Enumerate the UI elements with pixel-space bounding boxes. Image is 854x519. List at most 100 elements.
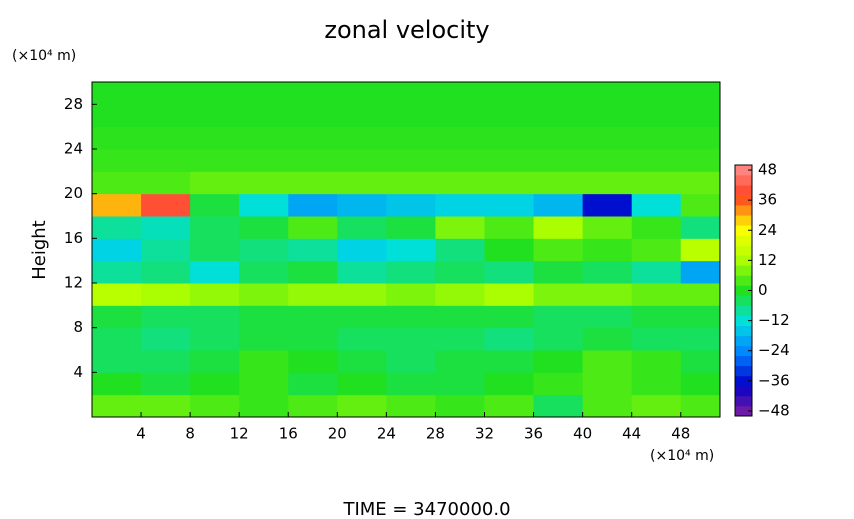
cell (337, 171, 387, 195)
cell (337, 193, 387, 217)
chart-title: zonal velocity (324, 16, 489, 44)
cell (484, 283, 535, 306)
cell (533, 260, 584, 284)
cell (386, 305, 436, 329)
cell (190, 305, 240, 329)
cell (190, 216, 240, 239)
cell (190, 82, 240, 105)
cell (533, 216, 584, 239)
cell (337, 305, 387, 329)
cell (631, 260, 682, 284)
cell (386, 238, 436, 262)
cell (582, 372, 633, 396)
colorbar-segment (735, 365, 752, 377)
cell (288, 260, 338, 284)
cell (582, 394, 633, 418)
cell (435, 305, 485, 329)
cell (337, 104, 387, 128)
plot-frame (91, 81, 721, 418)
colorbar-tick-label: 12 (758, 251, 777, 269)
colorbar-segment (735, 325, 752, 336)
cell (680, 171, 721, 195)
cell (680, 327, 721, 351)
cell (288, 305, 338, 329)
x-unit: (×10⁴ m) (650, 448, 714, 464)
cell (288, 372, 338, 396)
y-tick-label: 12 (64, 274, 83, 292)
cell (582, 82, 633, 105)
cell (631, 216, 682, 239)
cell (386, 283, 436, 306)
y-tick-label: 8 (73, 318, 83, 336)
cell (141, 372, 191, 396)
colorbar-tick-label: 0 (758, 281, 768, 299)
cell (680, 372, 721, 396)
cell (435, 283, 485, 306)
cell (337, 283, 387, 306)
cell (190, 350, 240, 373)
cell (582, 350, 633, 373)
cell (337, 372, 387, 396)
cell (141, 104, 191, 128)
cell (141, 238, 191, 262)
colorbar-segment (735, 345, 752, 357)
cell (533, 327, 584, 351)
cell (435, 238, 485, 262)
cell (190, 372, 240, 396)
cell (582, 171, 633, 195)
x-tick-label: 36 (524, 425, 543, 443)
cell (631, 394, 682, 418)
cell (190, 238, 240, 262)
cell (239, 394, 289, 418)
cell (631, 238, 682, 262)
cell (484, 149, 535, 172)
cell (386, 372, 436, 396)
cell (141, 283, 191, 306)
colorbar-segment (735, 255, 752, 266)
cell (484, 238, 535, 262)
cell (141, 126, 191, 150)
cell (92, 82, 142, 105)
cell (435, 372, 485, 396)
cell (190, 327, 240, 351)
cell (484, 394, 535, 418)
cell (435, 82, 485, 105)
cell (239, 327, 289, 351)
cell (386, 394, 436, 418)
x-tick-label: 40 (573, 425, 592, 443)
colorbar-segment (735, 175, 752, 186)
colorbar-segment (735, 205, 752, 216)
cell (386, 216, 436, 239)
cell (582, 238, 633, 262)
cell (288, 350, 338, 373)
cell (190, 104, 240, 128)
cell (92, 350, 142, 373)
cell (141, 82, 191, 105)
cell (484, 126, 535, 150)
cell (582, 305, 633, 329)
cell (288, 82, 338, 105)
cell (631, 305, 682, 329)
cell (680, 126, 721, 150)
cell (92, 327, 142, 351)
x-tick-label: 44 (622, 425, 641, 443)
colorbar-segment (735, 315, 752, 326)
cell (92, 305, 142, 329)
cell (582, 327, 633, 351)
cell (680, 149, 721, 172)
colorbar-segment (735, 225, 752, 236)
cell (386, 82, 436, 105)
cell (484, 327, 535, 351)
cell (92, 216, 142, 239)
cell (92, 238, 142, 262)
footer: TIME = 3470000.0 (342, 499, 510, 519)
cell (582, 283, 633, 306)
cell (435, 260, 485, 284)
cell (239, 126, 289, 150)
cell (533, 372, 584, 396)
cell (631, 171, 682, 195)
cell (92, 260, 142, 284)
cell (288, 283, 338, 306)
cell (239, 193, 289, 217)
